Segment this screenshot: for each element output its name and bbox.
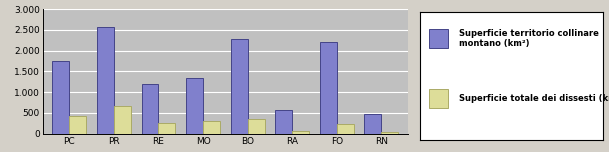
Bar bbox=[141, 84, 158, 134]
Bar bbox=[186, 78, 203, 134]
Bar bbox=[429, 29, 448, 48]
Bar bbox=[275, 111, 292, 134]
Bar bbox=[158, 123, 175, 134]
Bar bbox=[248, 119, 264, 134]
Bar bbox=[52, 61, 69, 134]
Text: Superficie territorio collinare
montano (km²): Superficie territorio collinare montano … bbox=[459, 29, 599, 48]
Bar bbox=[231, 40, 248, 134]
Bar bbox=[69, 116, 86, 134]
Bar bbox=[292, 131, 309, 134]
Bar bbox=[364, 114, 381, 134]
Bar bbox=[381, 132, 398, 134]
Bar bbox=[97, 27, 114, 134]
Bar bbox=[429, 89, 448, 108]
Bar bbox=[337, 124, 354, 134]
Bar bbox=[320, 41, 337, 134]
Text: Superficie totale dei dissesti (km²): Superficie totale dei dissesti (km²) bbox=[459, 94, 609, 103]
Bar bbox=[114, 106, 131, 134]
Bar bbox=[203, 121, 220, 134]
